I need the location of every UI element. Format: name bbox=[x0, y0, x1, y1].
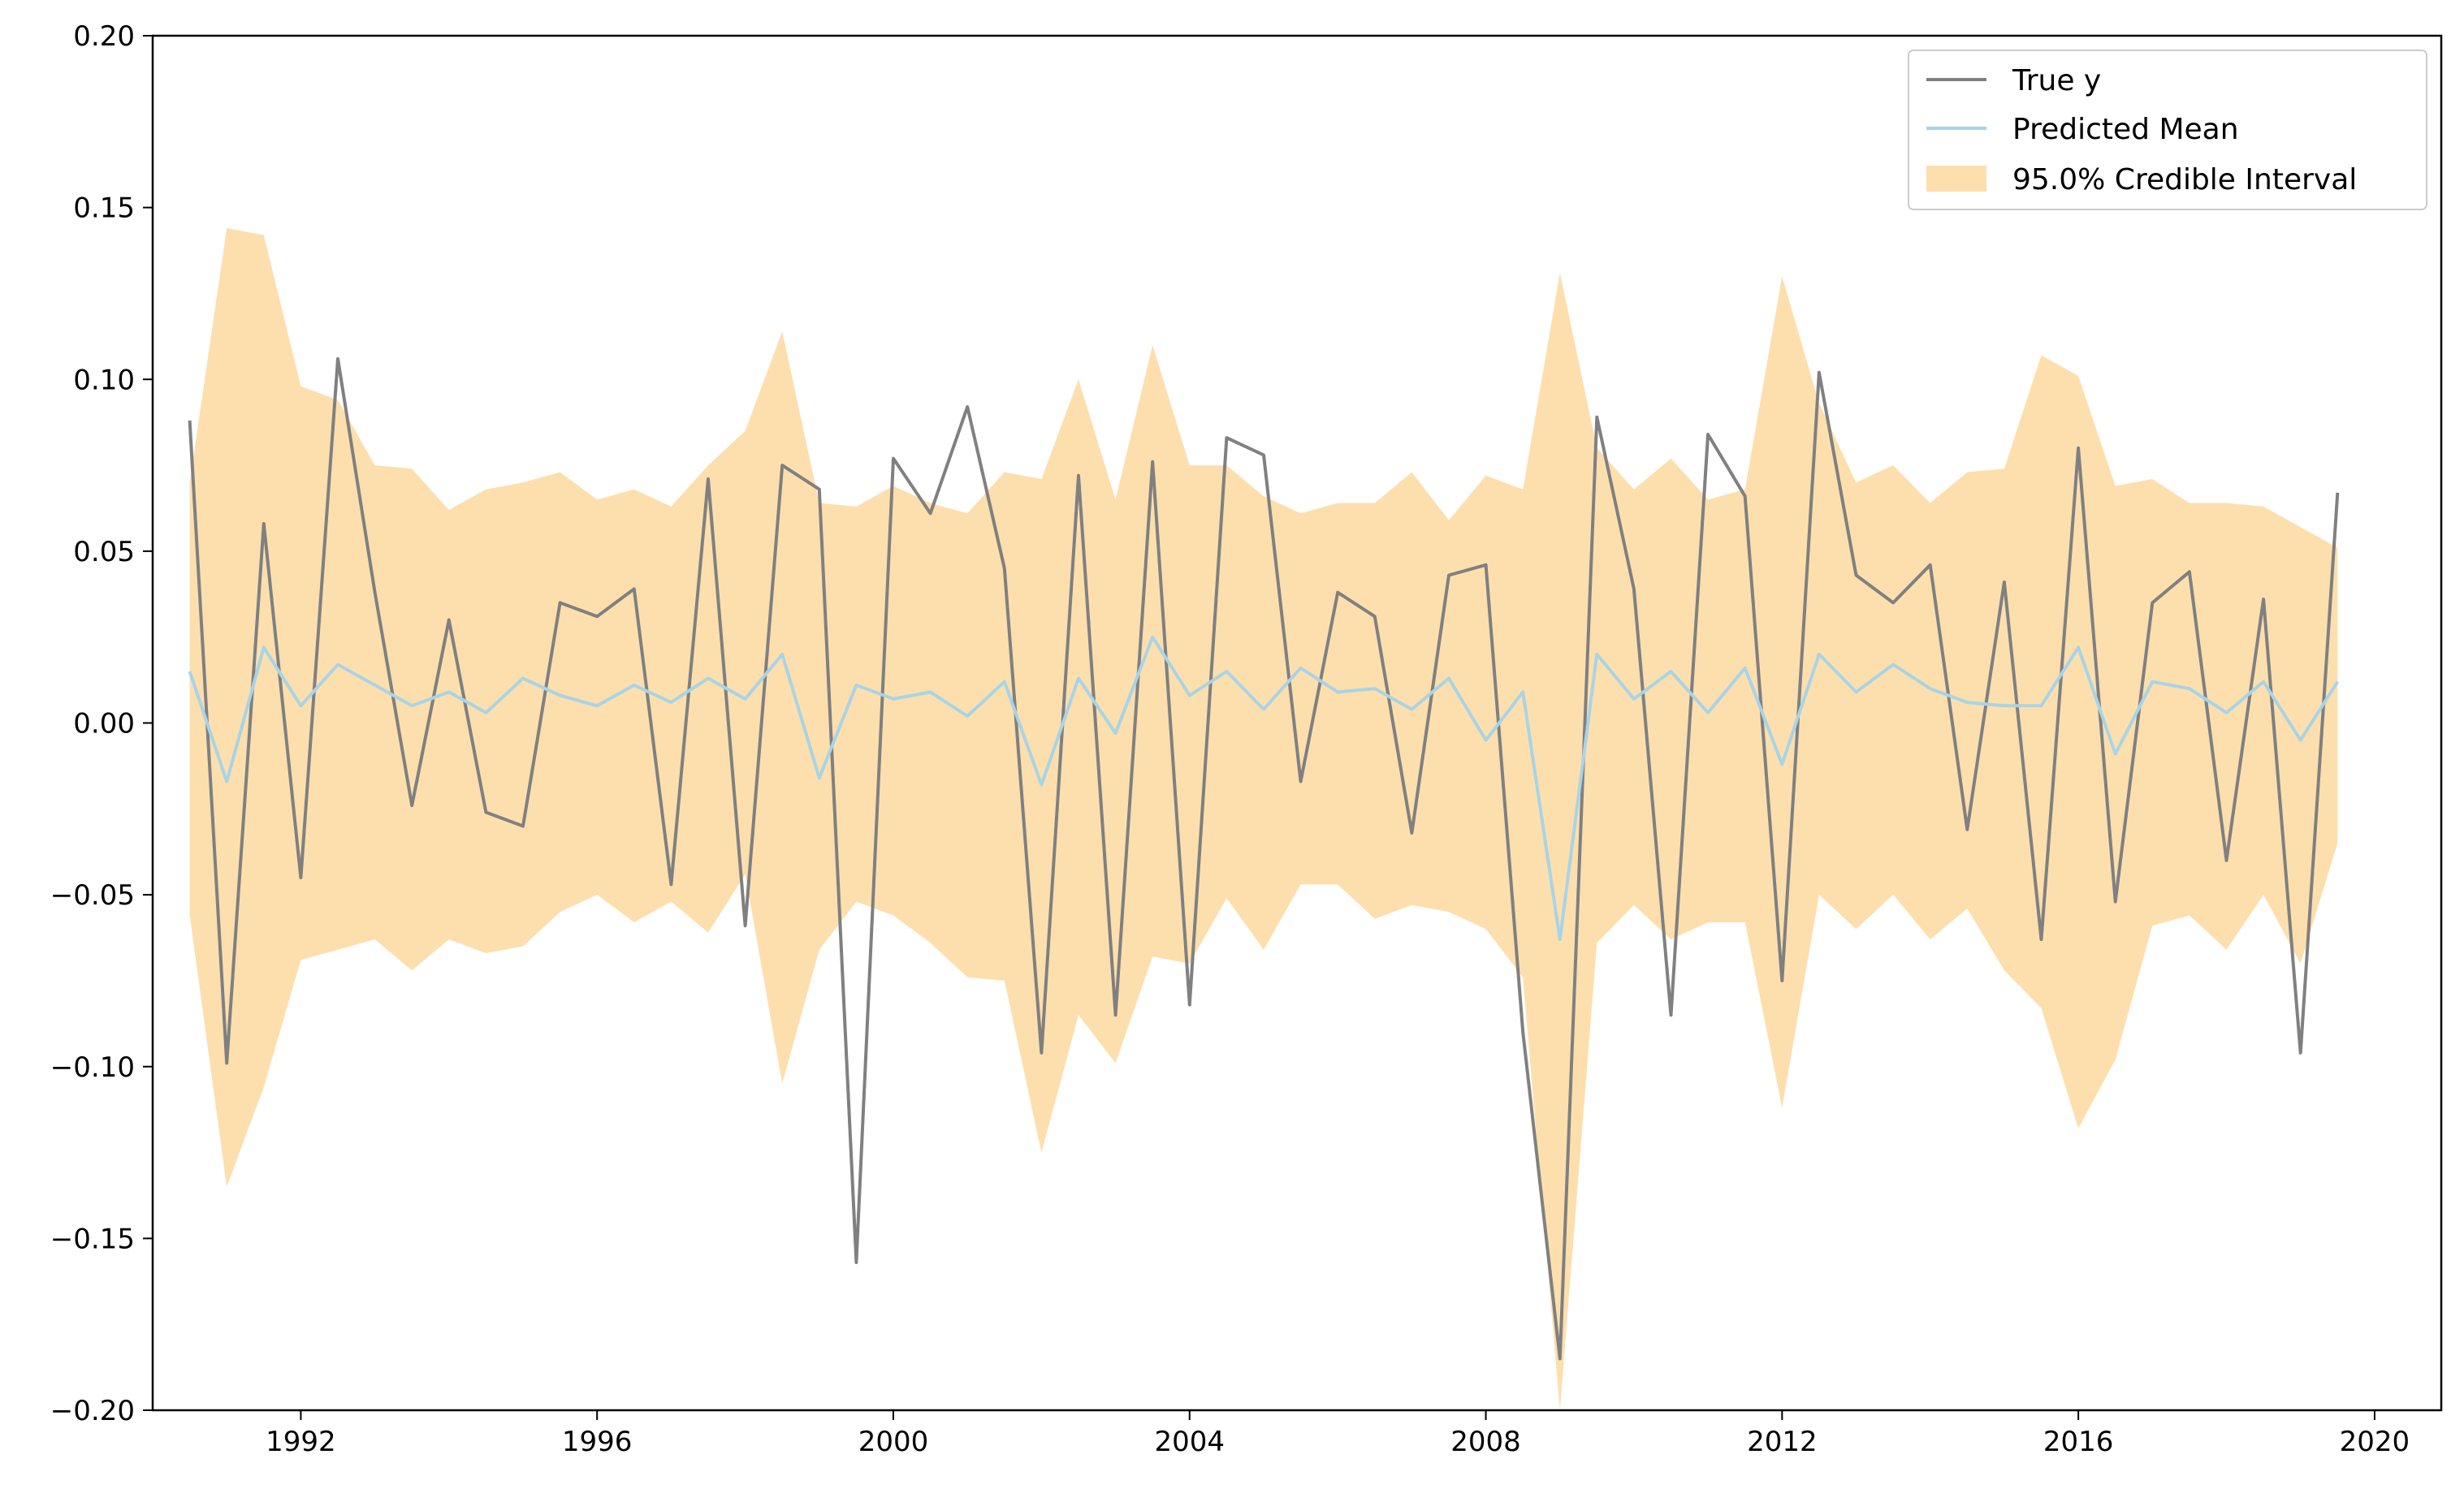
x-tick-label: 2000 bbox=[858, 1426, 929, 1458]
y-tick-label: 0.20 bbox=[73, 20, 135, 53]
axes: 1992 1996 2000 2004 2008 2012 2016 2020 −0.20 −0.… bbox=[50, 20, 2443, 1458]
x-tick-label: 2020 bbox=[2340, 1426, 2410, 1458]
y-tick-label: 0.10 bbox=[73, 364, 135, 396]
y-tick-label: 0.00 bbox=[73, 708, 135, 740]
legend-label-predicted-mean: Predicted Mean bbox=[2012, 113, 2239, 146]
series-line-predicted-mean bbox=[188, 635, 2339, 942]
y-tick-label: −0.10 bbox=[50, 1051, 135, 1084]
y-tick-label: −0.15 bbox=[50, 1223, 135, 1255]
legend: True y Predicted Mean 95.0% Credible Int… bbox=[1908, 50, 2427, 210]
x-tick-label: 2008 bbox=[1450, 1426, 1521, 1458]
x-tick-label: 2012 bbox=[1747, 1426, 1818, 1458]
legend-label-credible-interval: 95.0% Credible Interval bbox=[2012, 163, 2357, 196]
plot-content bbox=[188, 228, 2340, 1410]
plot-area bbox=[188, 228, 2340, 1410]
legend-box bbox=[1908, 50, 2427, 210]
y-tick-label: 0.15 bbox=[73, 192, 135, 225]
x-tick-label: 1996 bbox=[562, 1426, 633, 1458]
x-tick-label: 1992 bbox=[266, 1426, 336, 1458]
credible-interval-band bbox=[189, 228, 2338, 1410]
legend-swatch-credible-interval bbox=[1926, 166, 1986, 192]
y-tick-label: −0.05 bbox=[50, 879, 135, 912]
x-tick-label: 2004 bbox=[1154, 1426, 1225, 1458]
series-line-true-y bbox=[188, 356, 2340, 1361]
y-tick-label: −0.20 bbox=[50, 1395, 135, 1427]
y-tick-label: 0.05 bbox=[73, 536, 135, 568]
legend-label-true-y: True y bbox=[2012, 64, 2101, 97]
x-tick-label: 2016 bbox=[2043, 1426, 2114, 1458]
